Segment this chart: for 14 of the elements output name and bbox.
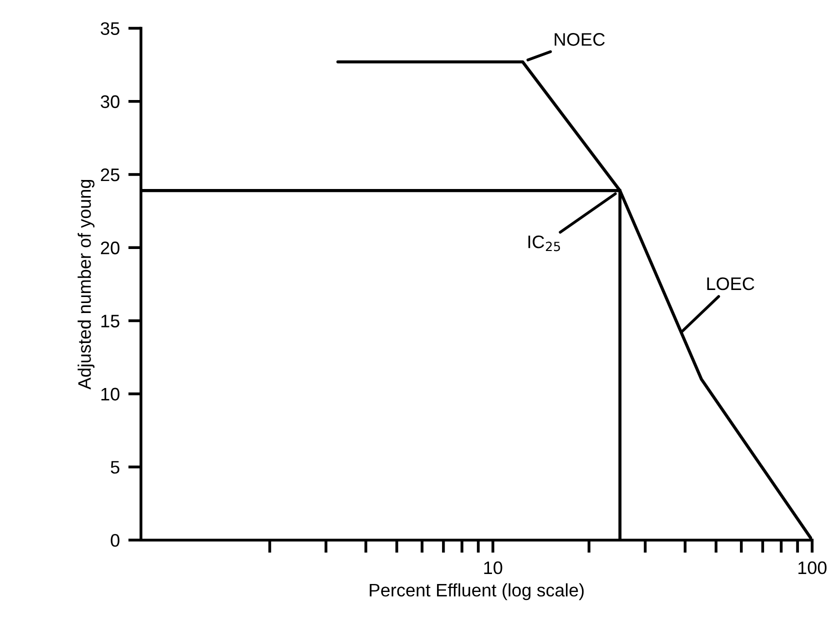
y-tick-label: 5 <box>110 461 120 474</box>
annotation: IC$_{25}$ <box>528 235 560 252</box>
y-tick-label: 25 <box>100 168 120 182</box>
x-axis-title: Percent Effluent (log scale) <box>370 583 584 600</box>
y-tick-label: 20 <box>100 242 120 254</box>
y-axis-title: Adjusted number of young <box>78 180 94 390</box>
x-tick-label: 100 <box>798 561 827 574</box>
annotation: LOEC <box>707 277 754 290</box>
y-tick-label: 0 <box>110 534 120 547</box>
y-tick-label: 35 <box>100 22 120 35</box>
y-tick-label: 15 <box>101 314 120 328</box>
y-tick-label: 10 <box>101 388 120 401</box>
y-tick-label: 30 <box>100 95 120 108</box>
annotation: NOEC <box>554 33 605 46</box>
